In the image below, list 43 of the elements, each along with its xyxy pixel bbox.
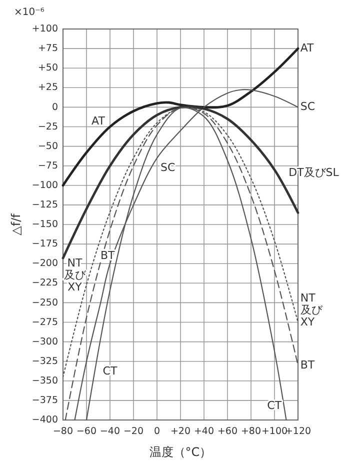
y-tick-label: +75 [38,43,58,54]
y-tick-label: −350 [32,375,58,387]
y-tick-label: 0 [52,102,58,113]
y-tick-label: −175 [32,238,58,250]
x-tick-label: −20 [123,426,144,437]
y-tick-label: −325 [32,356,58,367]
text: SC [300,100,316,114]
y-tick-label: −125 [32,200,58,211]
x-tick-label: −60 [76,426,97,437]
x-tick-label: −80 [52,426,74,437]
text: ×10⁻⁶ [14,7,44,18]
y-tick-label: −400 [32,414,58,426]
text: BT [300,358,315,372]
y-tick-label: −150 [32,219,58,230]
y-tick-label: −50 [38,140,58,152]
text: NT及びXY [300,291,324,328]
y-tick-label: −375 [32,395,58,406]
y-tick-label: −200 [32,258,58,270]
y-tick-label: −300 [32,336,58,348]
y-tick-label: −250 [32,297,58,308]
y-axis-title: △f/f [9,212,23,236]
x-tick-label: +80 [240,426,262,437]
x-tick-label: −40 [100,426,120,437]
x-tick-label: +40 [194,426,214,437]
series-label: AT [92,114,106,128]
y-tick-label: +50 [38,62,58,74]
annotation: CT [267,398,282,412]
text: AT [300,42,314,55]
x-tick-label: +20 [170,426,191,437]
y-tick-label: −75 [38,160,58,172]
series-label: CT [102,364,118,378]
series-label: SC [160,161,176,174]
x-tick-label: +100 [261,426,288,437]
y-tick-label: +100 [32,24,58,35]
x-axis-title: 温度（°C） [149,445,212,459]
y-tick-label: −25 [38,121,58,132]
series-label: NT及びXY [64,256,87,294]
x-tick-label: +60 [217,426,238,437]
y-tick-label: −275 [32,316,58,328]
y-tick-label: +25 [38,82,58,94]
y-tick-label: −225 [32,278,58,289]
y-tick-label: −100 [32,180,58,192]
x-tick-label: 0 [154,426,160,437]
